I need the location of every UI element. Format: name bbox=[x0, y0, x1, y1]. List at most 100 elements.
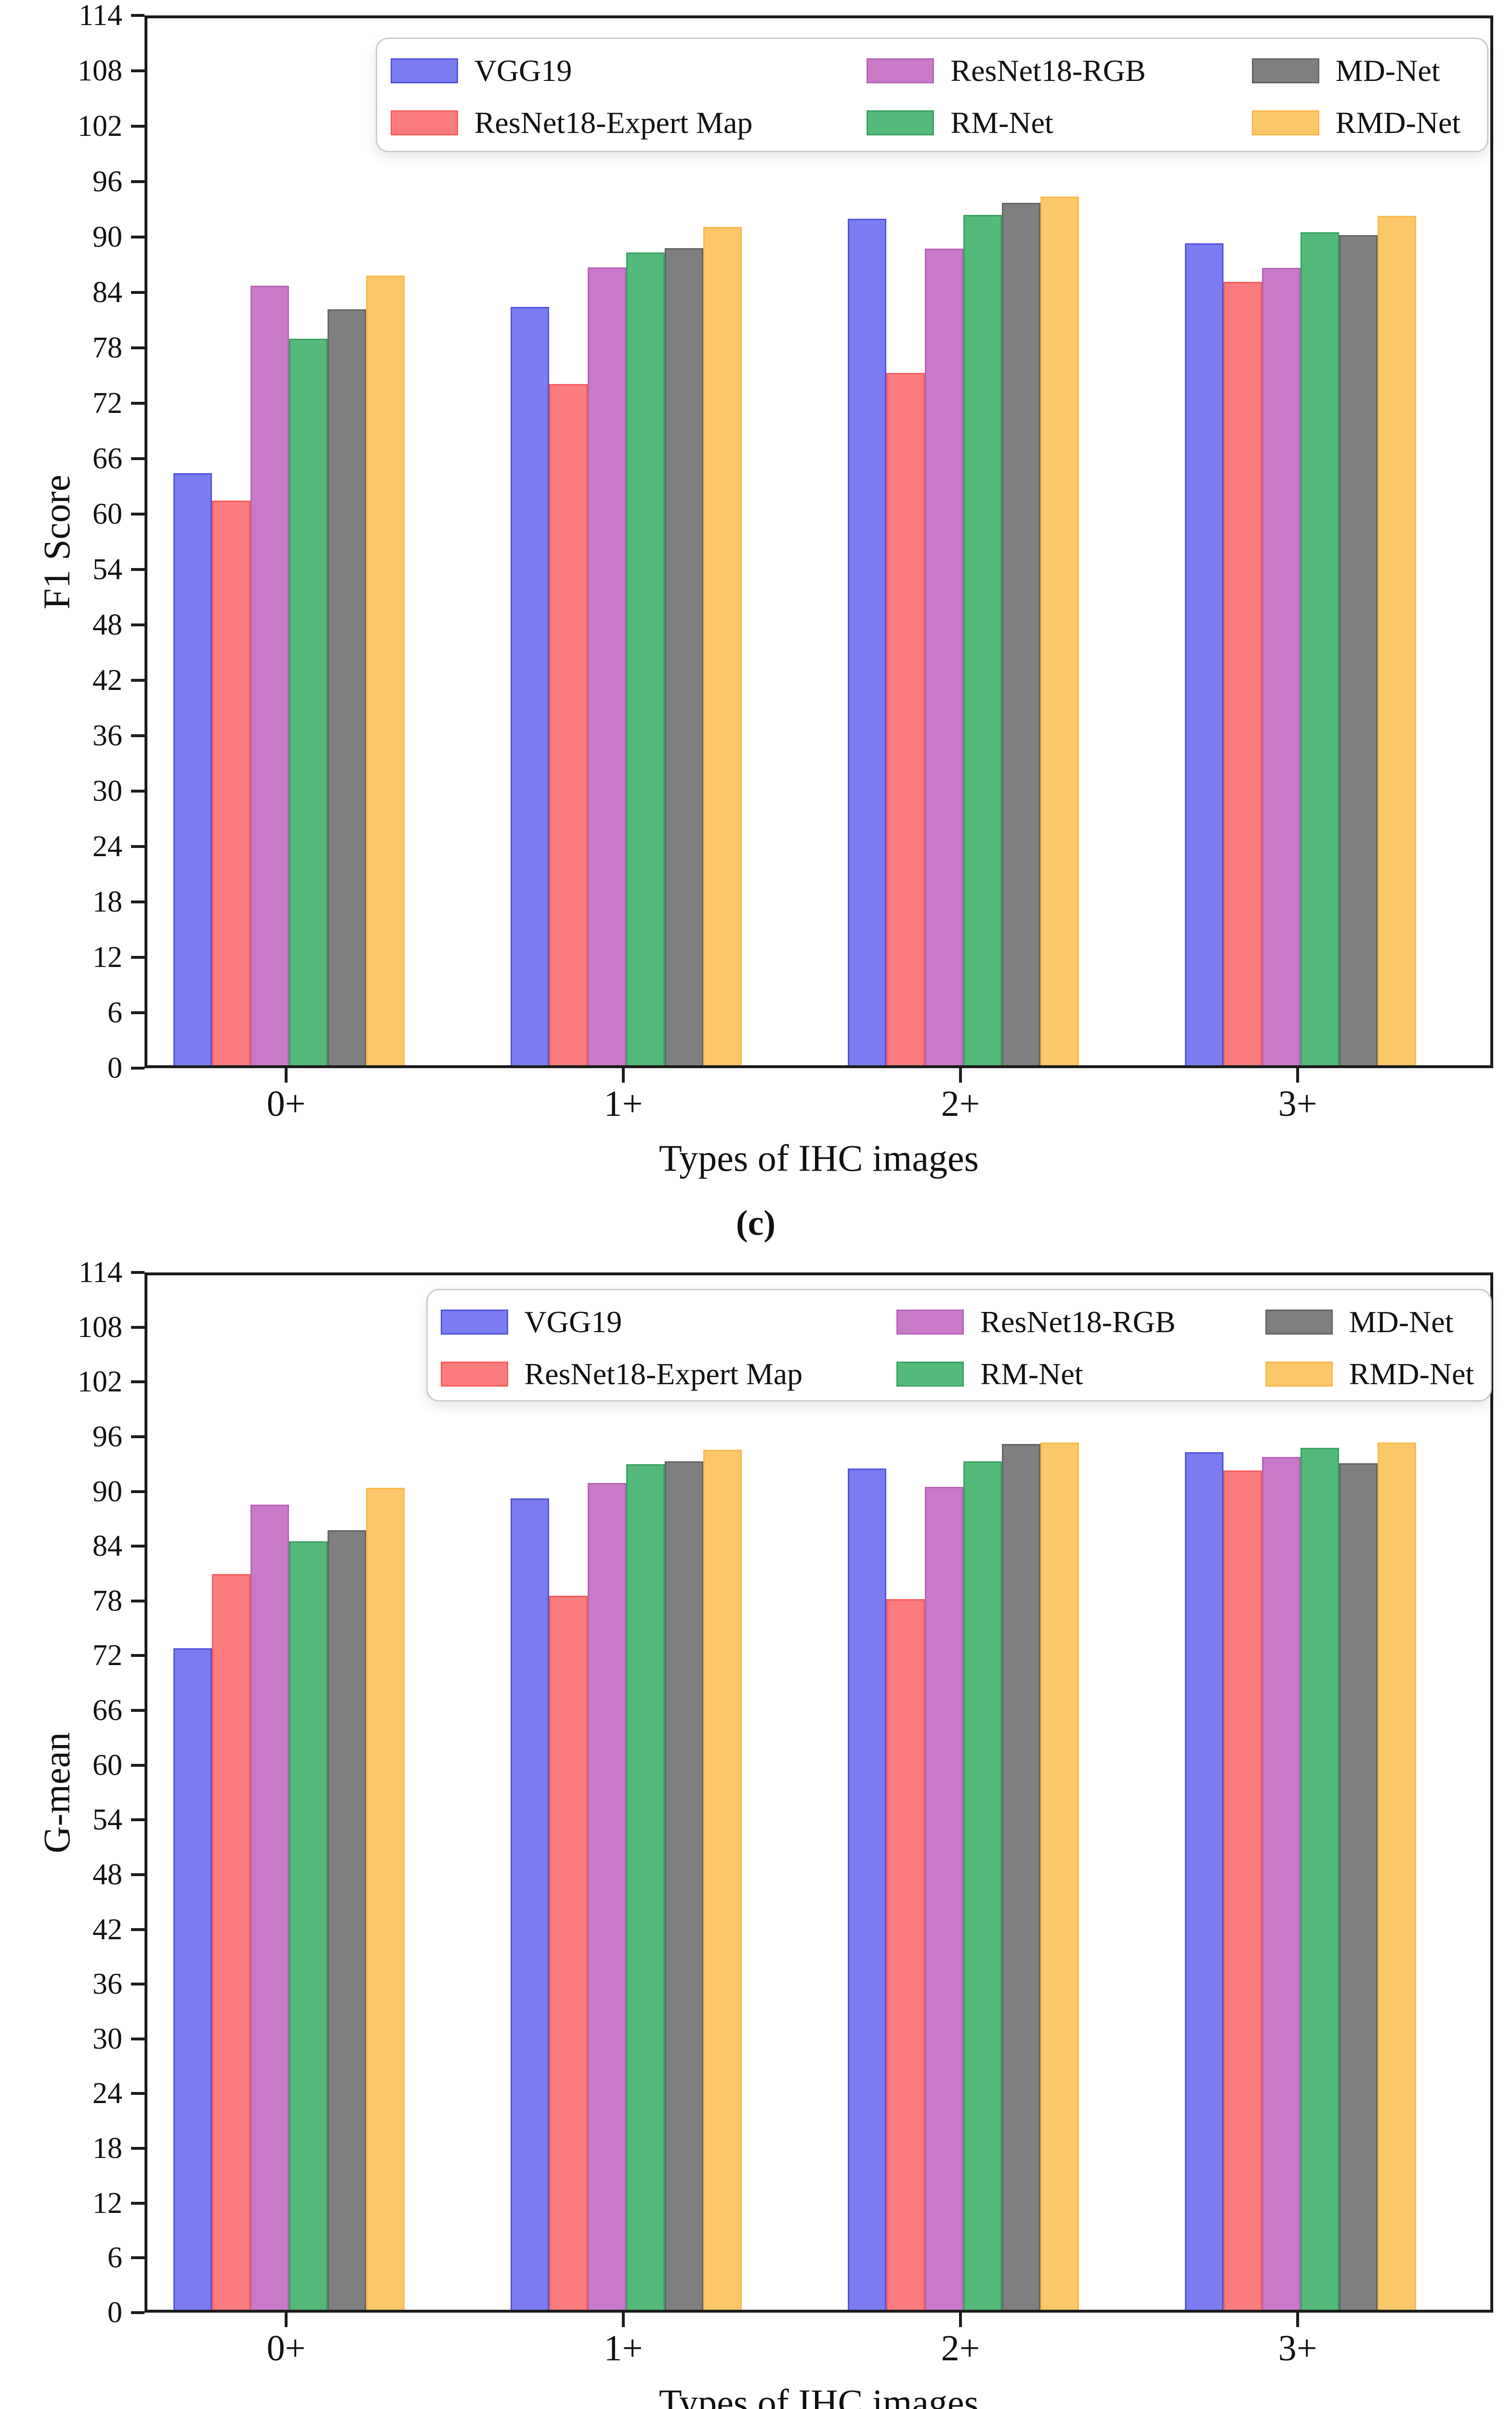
legend-label-vgg19: VGG19 bbox=[474, 53, 572, 88]
bar-rmd-net-1 bbox=[703, 226, 742, 1065]
legend-d: VGG19 ResNet18-Expert Map ResNet18-RGB RM-N… bbox=[426, 1289, 1492, 1402]
legend-label-rmd-net: RMD-Net bbox=[1335, 106, 1461, 140]
y-axis-tick-label: 54 bbox=[92, 1803, 122, 1837]
y-axis-tick bbox=[131, 1435, 145, 1438]
y-axis-tick-label: 48 bbox=[92, 1858, 122, 1891]
y-axis-tick-label: 30 bbox=[92, 2022, 122, 2055]
bar-resnet18-rgb-0 bbox=[250, 285, 289, 1065]
y-axis-tick-label: 42 bbox=[92, 664, 122, 697]
y-axis-tick-label: 36 bbox=[92, 1968, 122, 2001]
legend-entry-md-net: MD-Net bbox=[1251, 53, 1440, 88]
y-axis-tick bbox=[131, 623, 145, 626]
bar-rm-net-2 bbox=[963, 1461, 1002, 2310]
bar-md-net-3 bbox=[1339, 1463, 1378, 2310]
legend-entry-md-net: MD-Net bbox=[1265, 1305, 1453, 1339]
bar-rm-net-1 bbox=[626, 1464, 665, 2310]
bar-resnet18-rgb-3 bbox=[1262, 1456, 1301, 2310]
bar-vgg19-2 bbox=[848, 1469, 886, 2310]
y-axis-tick-label: 90 bbox=[92, 221, 122, 253]
y-axis-tick bbox=[131, 845, 145, 848]
y-axis-title: G-mean bbox=[36, 1732, 78, 1853]
bar-vgg19-1 bbox=[511, 1498, 549, 2310]
x-axis-tick bbox=[285, 2313, 288, 2327]
bar-resnet18-rgb-1 bbox=[588, 1483, 626, 2310]
y-axis-tick bbox=[131, 1067, 145, 1070]
y-axis-tick bbox=[131, 1599, 145, 1602]
y-axis-tick-label: 0 bbox=[107, 1052, 122, 1085]
legend-label-rm-net: RM-Net bbox=[980, 1357, 1083, 1391]
plot-inner-d bbox=[147, 1275, 1490, 2310]
bar-vgg19-0 bbox=[173, 1648, 212, 2310]
y-axis-tick-label: 66 bbox=[92, 442, 122, 475]
plot-area-c bbox=[145, 15, 1493, 1068]
x-axis-tick bbox=[285, 1068, 288, 1083]
legend-entry-resnet18-rgb: ResNet18-RGB bbox=[896, 1305, 1176, 1339]
y-axis-tick bbox=[131, 790, 145, 793]
x-axis-category-label: 0+ bbox=[266, 2328, 306, 2369]
x-axis-category-label: 3+ bbox=[1278, 2328, 1317, 2369]
bar-resnet18-expert-map-3 bbox=[1223, 1470, 1262, 2310]
y-axis-tick bbox=[131, 734, 145, 737]
legend-entry-resnet18-expert-map: ResNet18-Expert Map bbox=[440, 1357, 803, 1391]
bar-resnet18-rgb-1 bbox=[588, 267, 626, 1065]
bar-resnet18-expert-map-1 bbox=[549, 1595, 588, 2310]
plot-inner-c bbox=[147, 18, 1490, 1065]
legend-label-resnet18-rgb: ResNet18-RGB bbox=[980, 1305, 1176, 1339]
legend-swatch-resnet18-expert-map bbox=[440, 1362, 508, 1387]
bar-vgg19-0 bbox=[173, 473, 212, 1065]
x-axis-tick bbox=[622, 2313, 625, 2327]
bar-resnet18-rgb-0 bbox=[250, 1505, 289, 2310]
y-axis-tick-label: 0 bbox=[107, 2296, 122, 2329]
x-axis-title: Types of IHC images bbox=[659, 2382, 979, 2409]
y-axis-tick-label: 24 bbox=[92, 830, 122, 863]
bar-rmd-net-1 bbox=[703, 1449, 742, 2310]
legend-swatch-resnet18-rgb bbox=[867, 58, 934, 83]
y-axis-tick bbox=[131, 1545, 145, 1548]
bar-rm-net-1 bbox=[626, 252, 665, 1065]
x-axis-category-label: 2+ bbox=[941, 2328, 980, 2369]
y-axis-tick bbox=[131, 402, 145, 405]
y-axis-tick-label: 72 bbox=[92, 1639, 122, 1672]
bar-rmd-net-2 bbox=[1040, 1442, 1079, 2310]
bar-rmd-net-0 bbox=[366, 1487, 405, 2310]
bar-resnet18-rgb-3 bbox=[1262, 268, 1301, 1065]
legend-entry-resnet18-rgb: ResNet18-RGB bbox=[867, 53, 1146, 88]
y-axis-tick-label: 18 bbox=[92, 886, 122, 918]
bar-resnet18-expert-map-0 bbox=[212, 1574, 250, 2310]
y-axis-tick bbox=[131, 2037, 145, 2040]
bar-md-net-0 bbox=[327, 1530, 366, 2310]
bar-resnet18-expert-map-2 bbox=[886, 372, 925, 1065]
bar-resnet18-rgb-2 bbox=[925, 249, 963, 1065]
bar-rmd-net-3 bbox=[1377, 215, 1416, 1065]
bar-rm-net-3 bbox=[1301, 232, 1339, 1065]
y-axis-title: F1 Score bbox=[36, 474, 78, 609]
y-axis-tick-label: 66 bbox=[92, 1694, 122, 1727]
legend-entry-vgg19: VGG19 bbox=[440, 1305, 622, 1339]
legend-entry-vgg19: VGG19 bbox=[390, 53, 572, 88]
x-axis-title: Types of IHC images bbox=[659, 1137, 979, 1179]
y-axis-tick-label: 48 bbox=[92, 609, 122, 641]
y-axis-tick-label: 6 bbox=[107, 996, 122, 1029]
y-axis-tick-label: 108 bbox=[78, 54, 122, 87]
y-axis-tick-label: 54 bbox=[92, 553, 122, 586]
legend-label-resnet18-expert-map: ResNet18-Expert Map bbox=[524, 1357, 803, 1391]
y-axis-tick-label: 114 bbox=[79, 0, 122, 32]
y-axis-tick-label: 24 bbox=[92, 2077, 122, 2110]
y-axis-tick bbox=[131, 14, 145, 17]
y-axis-tick bbox=[131, 1763, 145, 1767]
bar-vgg19-1 bbox=[511, 306, 549, 1065]
x-axis-category-label: 0+ bbox=[266, 1084, 306, 1124]
legend-swatch-md-net bbox=[1251, 58, 1319, 83]
x-axis-tick bbox=[1296, 1068, 1299, 1083]
bar-rm-net-2 bbox=[963, 214, 1002, 1065]
legend-label-rmd-net: RMD-Net bbox=[1349, 1357, 1474, 1391]
panel-caption-c: (c) bbox=[736, 1204, 776, 1243]
y-axis-tick-label: 12 bbox=[92, 2186, 122, 2220]
y-axis-tick bbox=[131, 180, 145, 183]
y-axis-tick bbox=[131, 1818, 145, 1822]
y-axis-tick-label: 42 bbox=[92, 1913, 122, 1946]
legend-swatch-rm-net bbox=[867, 110, 934, 135]
bar-vgg19-3 bbox=[1185, 1452, 1223, 2310]
y-axis-tick-label: 96 bbox=[92, 1420, 122, 1453]
